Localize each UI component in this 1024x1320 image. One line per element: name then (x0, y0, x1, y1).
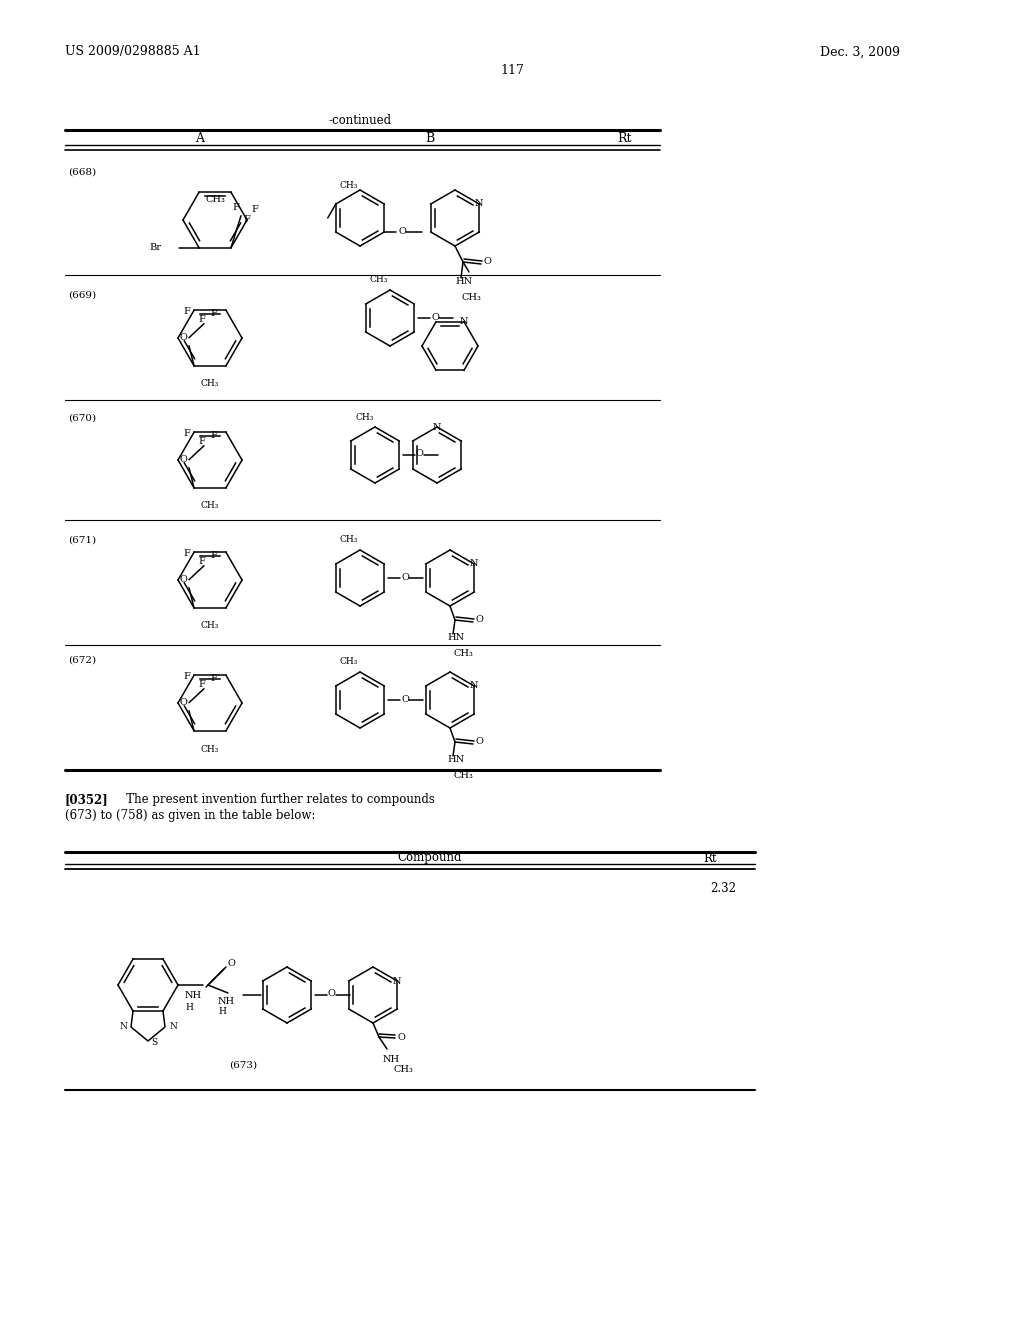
Text: CH₃: CH₃ (201, 380, 219, 388)
Text: -continued: -continued (329, 114, 391, 127)
Text: O: O (416, 450, 424, 458)
Text: (668): (668) (68, 168, 96, 177)
Text: NH: NH (383, 1055, 400, 1064)
Text: The present invention further relates to compounds: The present invention further relates to… (115, 793, 435, 807)
Text: F: F (198, 437, 205, 446)
Text: O: O (475, 738, 483, 747)
Text: 117: 117 (500, 63, 524, 77)
Text: F: F (198, 315, 205, 325)
Text: CH₃: CH₃ (453, 771, 473, 780)
Text: O: O (475, 615, 483, 624)
Text: (672): (672) (68, 656, 96, 664)
Text: HN: HN (455, 277, 472, 286)
Text: O: O (401, 573, 409, 582)
Text: N: N (475, 199, 483, 209)
Text: CH₃: CH₃ (453, 649, 473, 659)
Text: CH₃: CH₃ (205, 195, 225, 205)
Text: CH₃: CH₃ (340, 536, 358, 544)
Text: CH₃: CH₃ (201, 622, 219, 631)
Text: CH₃: CH₃ (340, 181, 358, 190)
Text: O: O (431, 313, 439, 322)
Text: O: O (179, 333, 186, 342)
Text: CH₃: CH₃ (393, 1064, 413, 1073)
Text: O: O (483, 257, 490, 267)
Text: N: N (119, 1023, 127, 1031)
Text: N: N (393, 977, 401, 986)
Text: (670): (670) (68, 413, 96, 422)
Text: N: N (433, 422, 441, 432)
Text: N: N (470, 681, 478, 690)
Text: NH: NH (218, 997, 236, 1006)
Text: F: F (183, 308, 190, 317)
Text: O: O (179, 576, 186, 585)
Text: Dec. 3, 2009: Dec. 3, 2009 (820, 45, 900, 58)
Text: O: O (179, 455, 186, 465)
Text: S: S (151, 1039, 157, 1048)
Text: N: N (460, 317, 468, 326)
Text: [0352]: [0352] (65, 793, 109, 807)
Text: F: F (183, 429, 190, 438)
Text: F: F (183, 672, 190, 681)
Text: F: F (232, 203, 239, 213)
Text: O: O (227, 958, 234, 968)
Text: O: O (328, 990, 336, 998)
Text: N: N (169, 1023, 177, 1031)
Text: F: F (210, 675, 217, 684)
Text: CH₃: CH₃ (201, 744, 219, 754)
Text: H: H (218, 1006, 226, 1015)
Text: CH₃: CH₃ (340, 657, 358, 667)
Text: B: B (425, 132, 434, 144)
Text: F: F (198, 557, 205, 566)
Text: O: O (179, 698, 186, 708)
Text: CH₃: CH₃ (370, 276, 388, 285)
Text: HN: HN (447, 634, 464, 643)
Text: (671): (671) (68, 536, 96, 544)
Text: O: O (401, 694, 409, 704)
Text: Compound: Compound (397, 851, 462, 865)
Text: 2.32: 2.32 (710, 882, 736, 895)
Text: F: F (210, 432, 217, 440)
Text: F: F (243, 215, 250, 224)
Text: O: O (397, 1032, 404, 1041)
Text: H: H (185, 1002, 193, 1011)
Text: O: O (398, 227, 407, 235)
Text: (673): (673) (229, 1060, 257, 1069)
Text: F: F (251, 205, 258, 214)
Text: A: A (196, 132, 205, 144)
Text: CH₃: CH₃ (461, 293, 481, 302)
Text: HN: HN (447, 755, 464, 764)
Text: CH₃: CH₃ (355, 412, 374, 421)
Text: F: F (210, 309, 217, 318)
Text: F: F (183, 549, 190, 558)
Text: US 2009/0298885 A1: US 2009/0298885 A1 (65, 45, 201, 58)
Text: Rt: Rt (617, 132, 632, 144)
Text: NH: NH (185, 990, 202, 999)
Text: CH₃: CH₃ (201, 502, 219, 511)
Text: (673) to (758) as given in the table below:: (673) to (758) as given in the table bel… (65, 809, 315, 822)
Text: (669): (669) (68, 290, 96, 300)
Text: F: F (210, 552, 217, 560)
Text: Br: Br (150, 243, 161, 252)
Text: F: F (198, 680, 205, 689)
Text: Rt: Rt (703, 851, 717, 865)
Text: N: N (470, 560, 478, 569)
